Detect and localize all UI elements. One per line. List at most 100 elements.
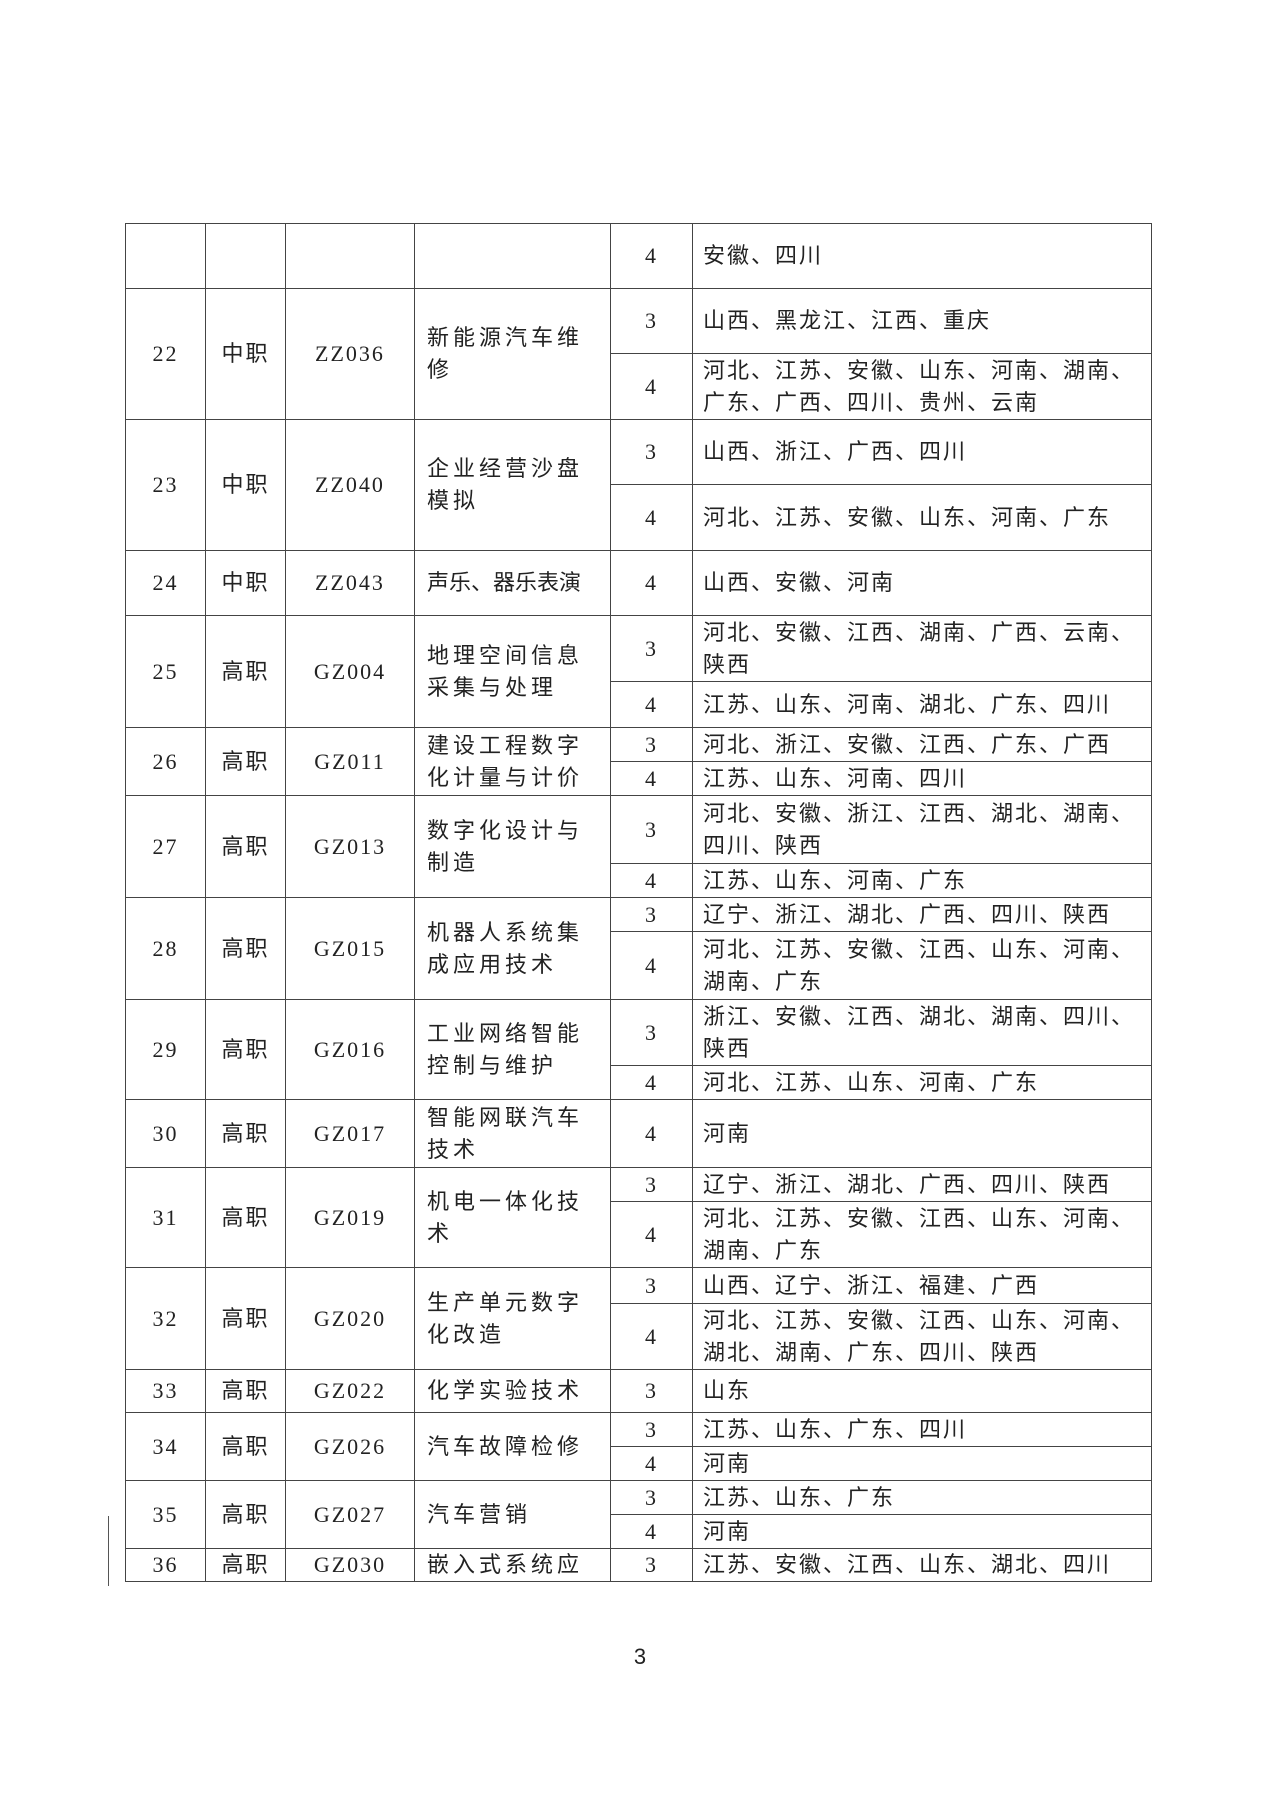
tier-cell: 3 <box>610 1480 693 1515</box>
table-row: 4 河南 <box>126 1446 1152 1481</box>
table-row: 4 河北、江苏、安徽、山东、河南、湖南、广东、广西、四川、贵州、云南 <box>126 353 1152 420</box>
tier-cell: 4 <box>610 1099 693 1168</box>
provinces-cell: 江苏、山东、广东、四川 <box>692 1412 1152 1447</box>
table-row: 23 中职 ZZ040 企业经营沙盘模拟 3 山西、浙江、广西、四川 <box>125 419 1152 551</box>
item-number: 23 <box>125 419 206 551</box>
table-row: 4 河北、江苏、安徽、江西、山东、河南、湖南、广东 <box>126 1201 1152 1268</box>
level-cell: 高职 <box>205 1099 286 1168</box>
provinces-cell: 河北、江苏、山东、河南、广东 <box>692 1065 1152 1100</box>
level-cell: 中职 <box>205 419 286 551</box>
provinces-cell: 河北、浙江、安徽、江西、广东、广西 <box>692 727 1152 762</box>
code-cell: GZ011 <box>285 727 415 796</box>
table-row: 22 中职 ZZ036 新能源汽车维修 3 山西、黑龙江、江西、重庆 <box>125 288 1152 420</box>
item-number: 33 <box>125 1369 206 1413</box>
table-row: 28 高职 GZ015 机器人系统集成应用技术 3 辽宁、浙江、湖北、广西、四川、陕西 <box>125 897 1152 1000</box>
provinces-cell: 河北、江苏、安徽、山东、河南、湖南、广东、广西、四川、贵州、云南 <box>692 353 1152 420</box>
item-number: 36 <box>125 1548 206 1582</box>
tier-cell: 4 <box>610 761 693 796</box>
event-name-cell: 工业网络智能控制与维护 <box>414 999 611 1100</box>
tier-cell: 4 <box>610 1303 693 1370</box>
item-number: 25 <box>125 615 206 728</box>
level-cell: 高职 <box>205 999 286 1100</box>
event-name-cell: 新能源汽车维修 <box>414 288 611 420</box>
tier-cell: 3 <box>610 999 693 1066</box>
provinces-cell: 河北、江苏、安徽、江西、山东、河南、湖南、广东 <box>692 931 1152 1000</box>
code-cell <box>285 223 415 289</box>
level-cell: 高职 <box>205 615 286 728</box>
table-row: 25 高职 GZ004 地理空间信息采集与处理 3 河北、安徽、江西、湖南、广西、云南、陕… <box>125 615 1152 728</box>
tier-cell: 4 <box>610 1201 693 1268</box>
tier-cell: 4 <box>610 353 693 420</box>
tier-cell: 4 <box>610 1514 693 1549</box>
tier-cell: 3 <box>610 1267 693 1304</box>
level-cell: 高职 <box>205 795 286 898</box>
provinces-cell: 山西、辽宁、浙江、福建、广西 <box>692 1267 1152 1304</box>
tier-cell: 4 <box>610 1065 693 1100</box>
tier-cell: 3 <box>610 727 693 762</box>
event-name-cell: 嵌入式系统应 <box>414 1548 611 1582</box>
item-number: 30 <box>125 1099 206 1168</box>
competition-province-table: 4 安徽、四川 22 中职 ZZ036 新能源汽车维修 3 山西、黑龙江、江西、重庆 4 河北、江… <box>125 223 1152 1582</box>
level-cell: 高职 <box>205 1167 286 1268</box>
event-name-cell: 企业经营沙盘模拟 <box>414 419 611 551</box>
code-cell: GZ015 <box>285 897 415 1000</box>
level-cell: 高职 <box>205 897 286 1000</box>
item-number: 35 <box>125 1480 206 1549</box>
table-row: 4 江苏、山东、河南、广东 <box>126 863 1152 898</box>
provinces-cell: 江苏、山东、河南、四川 <box>692 761 1152 796</box>
item-number: 31 <box>125 1167 206 1268</box>
level-cell: 高职 <box>205 1369 286 1413</box>
provinces-cell: 河北、江苏、安徽、江西、山东、河南、湖北、湖南、广东、四川、陕西 <box>692 1303 1152 1370</box>
table-row: 4 安徽、四川 <box>125 223 1152 289</box>
level-cell: 高职 <box>205 1267 286 1370</box>
table-row: 35 高职 GZ027 汽车营销 3 江苏、山东、广东 <box>125 1480 1152 1549</box>
provinces-cell: 江苏、安徽、江西、山东、湖北、四川 <box>692 1548 1152 1582</box>
provinces-cell: 河北、安徽、浙江、江西、湖北、湖南、四川、陕西 <box>692 795 1152 864</box>
provinces-cell: 河北、江苏、安徽、江西、山东、河南、湖南、广东 <box>692 1201 1152 1268</box>
provinces-cell: 山东 <box>692 1369 1152 1413</box>
provinces-cell: 江苏、山东、广东 <box>692 1480 1152 1515</box>
event-name-cell: 机器人系统集成应用技术 <box>414 897 611 1000</box>
table-row: 33 高职 GZ022 化学实验技术 3 山东 <box>125 1369 1152 1413</box>
code-cell: ZZ036 <box>285 288 415 420</box>
code-cell: GZ020 <box>285 1267 415 1370</box>
provinces-cell: 辽宁、浙江、湖北、广西、四川、陕西 <box>692 1167 1152 1202</box>
provinces-cell: 河南 <box>692 1514 1152 1549</box>
table-row: 4 河北、江苏、安徽、山东、河南、广东 <box>126 484 1152 551</box>
event-name-cell: 化学实验技术 <box>414 1369 611 1413</box>
event-name-cell <box>414 223 611 289</box>
tier-cell: 3 <box>610 1167 693 1202</box>
level-cell: 高职 <box>205 1412 286 1481</box>
tier-cell: 4 <box>610 550 693 616</box>
tier-cell: 3 <box>610 1369 693 1413</box>
tier-cell: 3 <box>610 419 693 485</box>
tier-cell: 3 <box>610 1412 693 1447</box>
provinces-cell: 河南 <box>692 1446 1152 1481</box>
code-cell: GZ030 <box>285 1548 415 1582</box>
provinces-cell: 山西、浙江、广西、四川 <box>692 419 1152 485</box>
tier-cell: 4 <box>610 1446 693 1481</box>
item-number: 26 <box>125 727 206 796</box>
tier-cell: 4 <box>610 223 693 289</box>
table-row: 30 高职 GZ017 智能网联汽车技术 4 河南 <box>125 1099 1152 1168</box>
table-row: 4 江苏、山东、河南、四川 <box>126 761 1152 796</box>
item-number: 27 <box>125 795 206 898</box>
item-number: 32 <box>125 1267 206 1370</box>
table-row: 36 高职 GZ030 嵌入式系统应 3 江苏、安徽、江西、山东、湖北、四川 <box>125 1548 1152 1582</box>
level-cell: 中职 <box>205 288 286 420</box>
item-number: 34 <box>125 1412 206 1481</box>
item-number: 29 <box>125 999 206 1100</box>
table-row: 24 中职 ZZ043 声乐、器乐表演 4 山西、安徽、河南 <box>125 550 1152 616</box>
code-cell: GZ026 <box>285 1412 415 1481</box>
code-cell: GZ004 <box>285 615 415 728</box>
tier-cell: 3 <box>610 1548 693 1582</box>
table-row: 29 高职 GZ016 工业网络智能控制与维护 3 浙江、安徽、江西、湖北、湖南、四川、陕… <box>125 999 1152 1100</box>
provinces-cell: 辽宁、浙江、湖北、广西、四川、陕西 <box>692 897 1152 932</box>
event-name-cell: 建设工程数字化计量与计价 <box>414 727 611 796</box>
item-number <box>125 223 206 289</box>
item-number: 22 <box>125 288 206 420</box>
code-cell: GZ022 <box>285 1369 415 1413</box>
level-cell: 高职 <box>205 1548 286 1582</box>
code-cell: ZZ040 <box>285 419 415 551</box>
code-cell: GZ017 <box>285 1099 415 1168</box>
